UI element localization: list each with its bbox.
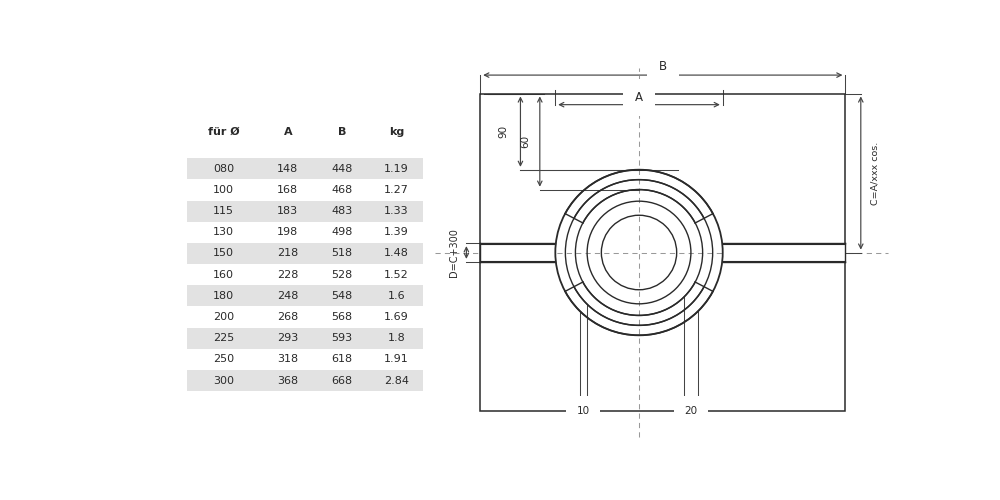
Text: 168: 168 xyxy=(277,185,298,195)
Text: 293: 293 xyxy=(277,333,298,343)
Text: 1.69: 1.69 xyxy=(384,312,409,322)
Text: 1.27: 1.27 xyxy=(384,185,409,195)
Text: 160: 160 xyxy=(213,270,234,280)
Text: 548: 548 xyxy=(331,291,353,301)
Text: kg: kg xyxy=(389,127,404,137)
Bar xyxy=(187,158,423,180)
Text: 300: 300 xyxy=(213,376,234,386)
Text: 568: 568 xyxy=(331,312,353,322)
Text: A: A xyxy=(283,127,292,137)
Text: 618: 618 xyxy=(331,354,353,364)
Text: 1.39: 1.39 xyxy=(384,228,409,237)
Text: für Ø: für Ø xyxy=(208,127,240,137)
Bar xyxy=(187,370,423,391)
Bar xyxy=(723,244,845,262)
Text: 198: 198 xyxy=(277,228,298,237)
Text: D=C+300: D=C+300 xyxy=(449,228,459,277)
Bar xyxy=(187,285,423,306)
Text: A: A xyxy=(635,91,643,104)
Bar xyxy=(187,200,423,222)
Bar xyxy=(481,244,555,262)
Text: 20: 20 xyxy=(685,406,698,416)
Text: 228: 228 xyxy=(277,270,298,280)
Text: 150: 150 xyxy=(213,248,234,258)
Text: B: B xyxy=(338,127,346,137)
Text: 180: 180 xyxy=(213,291,234,301)
Text: 318: 318 xyxy=(277,354,298,364)
Text: 90: 90 xyxy=(498,125,508,138)
Text: 1.8: 1.8 xyxy=(387,333,405,343)
Text: B: B xyxy=(659,60,667,73)
Text: 130: 130 xyxy=(213,228,234,237)
Text: 218: 218 xyxy=(277,248,298,258)
Text: 148: 148 xyxy=(277,164,298,174)
Text: 528: 528 xyxy=(331,270,353,280)
Text: 1.48: 1.48 xyxy=(384,248,409,258)
Text: 468: 468 xyxy=(331,185,353,195)
Text: 1.6: 1.6 xyxy=(387,291,405,301)
Text: 115: 115 xyxy=(213,206,234,216)
Text: C=A/xxx cos.: C=A/xxx cos. xyxy=(870,142,879,204)
Text: 483: 483 xyxy=(331,206,353,216)
Text: 593: 593 xyxy=(331,333,353,343)
Text: 1.91: 1.91 xyxy=(384,354,409,364)
Bar xyxy=(480,94,845,411)
Text: 1.33: 1.33 xyxy=(384,206,409,216)
Text: 225: 225 xyxy=(213,333,234,343)
Text: 100: 100 xyxy=(213,185,234,195)
Text: 250: 250 xyxy=(213,354,234,364)
Text: 668: 668 xyxy=(331,376,353,386)
Text: 1.19: 1.19 xyxy=(384,164,409,174)
Text: 518: 518 xyxy=(331,248,353,258)
Text: 448: 448 xyxy=(331,164,353,174)
Text: 200: 200 xyxy=(213,312,234,322)
Text: 1.52: 1.52 xyxy=(384,270,409,280)
Text: 268: 268 xyxy=(277,312,298,322)
Text: 60: 60 xyxy=(520,135,530,148)
Text: 080: 080 xyxy=(213,164,234,174)
Text: 498: 498 xyxy=(331,228,353,237)
Bar xyxy=(187,328,423,349)
Text: 10: 10 xyxy=(577,406,590,416)
Text: 2.84: 2.84 xyxy=(384,376,409,386)
Bar xyxy=(187,243,423,264)
Text: 183: 183 xyxy=(277,206,298,216)
Text: 368: 368 xyxy=(277,376,298,386)
Text: 248: 248 xyxy=(277,291,298,301)
